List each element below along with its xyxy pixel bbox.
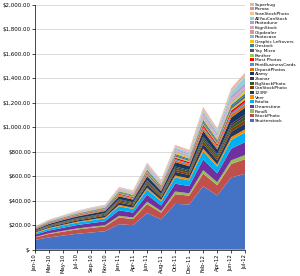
Legend: Superhug, Picmac, ScanStockPhoto, AllYouCanStock, Photodune, iSignStock, Clipdea: Superhug, Picmac, ScanStockPhoto, AllYou… bbox=[250, 2, 297, 123]
